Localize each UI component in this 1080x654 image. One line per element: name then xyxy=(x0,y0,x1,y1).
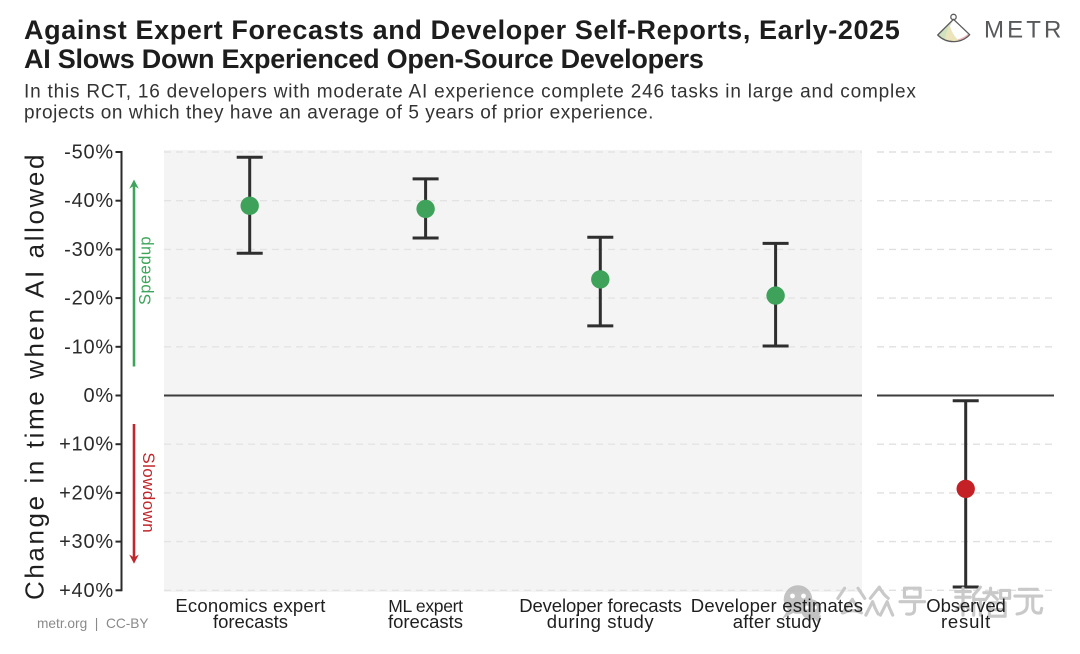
svg-text:+10%: +10% xyxy=(59,434,114,456)
svg-text:-50%: -50% xyxy=(64,142,114,164)
svg-text:+40%: +40% xyxy=(59,580,114,602)
svg-text:Developer forecasts: Developer forecasts xyxy=(519,595,682,616)
svg-text:after study: after study xyxy=(733,611,822,632)
svg-text:ML expert: ML expert xyxy=(388,596,463,616)
svg-text:Against Expert Forecasts and D: Against Expert Forecasts and Developer S… xyxy=(24,15,900,45)
svg-text:In this RCT, 16 developers wit: In this RCT, 16 developers with moderate… xyxy=(24,82,917,103)
svg-text:Speedup: Speedup xyxy=(137,236,155,305)
svg-text:result: result xyxy=(941,611,991,632)
svg-text:-10%: -10% xyxy=(64,336,114,358)
svg-text:metr.org | CC-BY: metr.org | CC-BY xyxy=(37,616,149,631)
svg-text:Change in time when AI allowed: Change in time when AI allowed xyxy=(20,152,50,600)
svg-text:METR: METR xyxy=(984,16,1064,43)
svg-text:Observed: Observed xyxy=(926,595,1005,616)
svg-text:Developer estimates: Developer estimates xyxy=(691,595,863,616)
svg-text:-30%: -30% xyxy=(64,239,114,261)
svg-text:+20%: +20% xyxy=(59,482,114,504)
svg-text:Economics expert: Economics expert xyxy=(175,595,325,616)
svg-text:projects on which they have an: projects on which they have an average o… xyxy=(24,103,654,124)
svg-text:-40%: -40% xyxy=(64,190,114,212)
svg-text:AI Slows Down Experienced Open: AI Slows Down Experienced Open-Source De… xyxy=(24,44,704,74)
svg-text:+30%: +30% xyxy=(59,531,114,553)
svg-text:forecasts: forecasts xyxy=(213,611,288,632)
svg-text:Slowdown: Slowdown xyxy=(139,452,158,533)
svg-text:forecasts: forecasts xyxy=(388,611,463,632)
svg-text:0%: 0% xyxy=(83,385,114,407)
svg-text:during study: during study xyxy=(547,611,655,632)
svg-text:-20%: -20% xyxy=(64,288,114,310)
